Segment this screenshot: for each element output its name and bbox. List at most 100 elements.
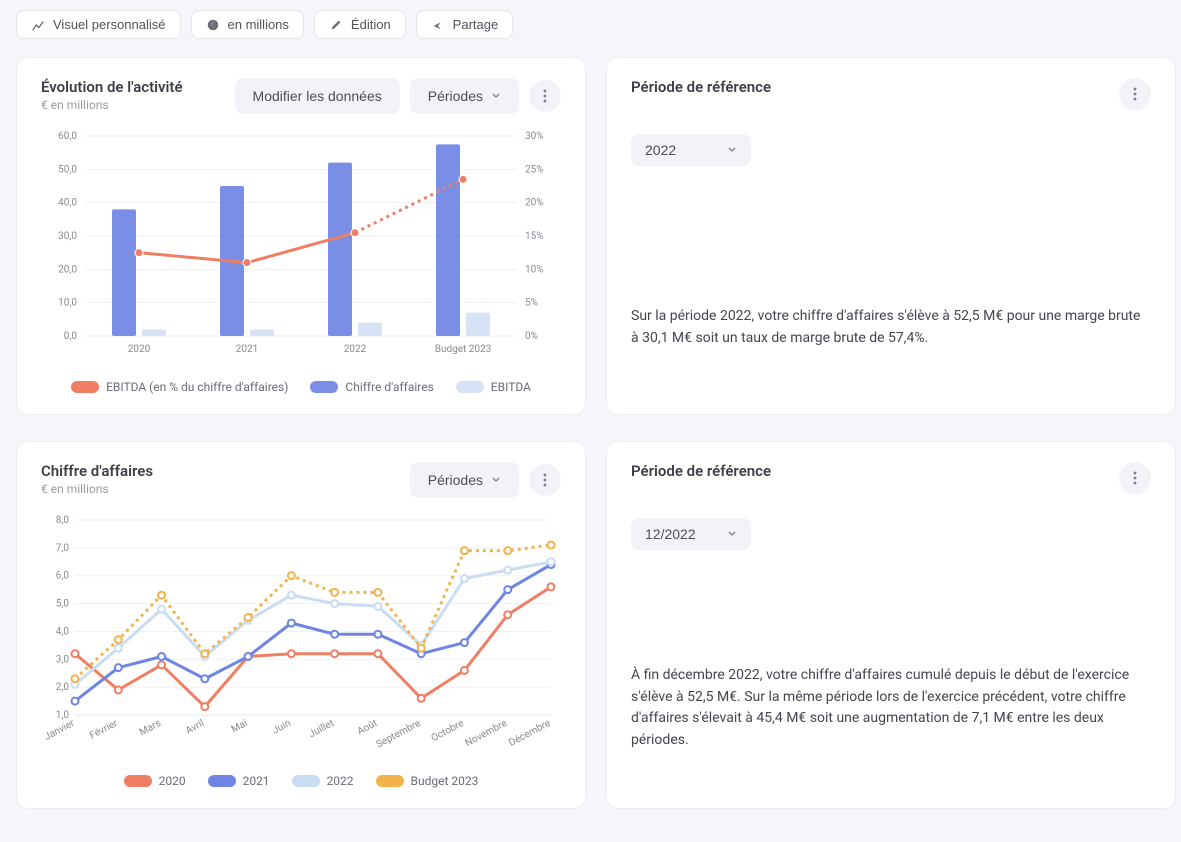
swatch-ebitda — [456, 381, 484, 393]
svg-text:Novembre: Novembre — [463, 718, 509, 749]
swatch-ca — [310, 381, 338, 393]
unit-button[interactable]: € en millions — [191, 10, 304, 39]
svg-text:Mai: Mai — [230, 718, 250, 736]
card3-subtitle: € en millions — [41, 482, 153, 496]
periods-button-2[interactable]: Périodes — [410, 462, 519, 498]
legend-l1: EBITDA (en % du chiffre d'affaires) — [106, 380, 288, 394]
chevron-down-icon — [491, 91, 501, 101]
periods-label-1: Périodes — [428, 88, 483, 104]
card2-period-select[interactable]: 2022 — [631, 134, 751, 166]
svg-text:2020: 2020 — [128, 344, 151, 355]
card3-menu-button[interactable] — [529, 464, 561, 496]
svg-text:3,0: 3,0 — [56, 654, 70, 665]
svg-text:30,0: 30,0 — [58, 231, 77, 242]
svg-text:Budget 2023: Budget 2023 — [435, 344, 492, 355]
dots-icon — [543, 89, 547, 103]
edit-button[interactable]: Édition — [314, 10, 406, 39]
legend-s1: 2020 — [159, 774, 186, 788]
legend-s4: Budget 2023 — [411, 774, 479, 788]
svg-text:Février: Février — [88, 718, 120, 742]
card1-menu-button[interactable] — [529, 80, 561, 112]
periods-label-2: Périodes — [428, 472, 483, 488]
share-label: Partage — [453, 17, 499, 32]
svg-text:5,0: 5,0 — [56, 599, 70, 610]
card4-title: Période de référence — [631, 462, 771, 480]
svg-text:4,0: 4,0 — [56, 626, 70, 637]
share-button[interactable]: Partage — [416, 10, 514, 39]
top-toolbar: Visuel personnalisé € en millions Éditio… — [16, 10, 1165, 39]
card4-select-value: 12/2022 — [645, 526, 696, 542]
activity-evolution-card: Évolution de l'activité € en millions Mo… — [16, 57, 586, 415]
unit-label: en millions — [228, 17, 289, 32]
swatch-2020 — [124, 775, 152, 787]
swatch-2021 — [208, 775, 236, 787]
legend-l2: Chiffre d'affaires — [345, 380, 433, 394]
svg-text:2,0: 2,0 — [56, 682, 70, 693]
legend-ebitda-pct: EBITDA (en % du chiffre d'affaires) — [71, 380, 288, 394]
card2-select-value: 2022 — [645, 142, 676, 158]
svg-text:7,0: 7,0 — [56, 543, 70, 554]
reference-period-card-2: Période de référence 12/2022 À fin décem… — [606, 441, 1176, 809]
custom-visual-button[interactable]: Visuel personnalisé — [16, 10, 181, 39]
legend-l3: EBITDA — [491, 380, 531, 394]
share-icon — [431, 18, 445, 32]
svg-text:Décembre: Décembre — [507, 718, 552, 749]
svg-text:5%: 5% — [525, 298, 538, 309]
chevron-down-icon — [727, 145, 737, 155]
svg-text:20,0: 20,0 — [58, 264, 77, 275]
card2-menu-button[interactable] — [1119, 78, 1151, 110]
svg-text:10%: 10% — [525, 264, 544, 275]
card2-body: Sur la période 2022, votre chiffre d'aff… — [631, 306, 1151, 349]
dots-icon — [1133, 87, 1137, 101]
card4-body: À fin décembre 2022, votre chiffre d'aff… — [631, 665, 1151, 752]
svg-text:20%: 20% — [525, 198, 544, 209]
legend-s2: 2021 — [243, 774, 270, 788]
legend-s3: 2022 — [327, 774, 354, 788]
reference-period-card-1: Période de référence 2022 Sur la période… — [606, 57, 1176, 415]
svg-text:25%: 25% — [525, 164, 544, 175]
custom-visual-label: Visuel personnalisé — [53, 17, 166, 32]
card3-title: Chiffre d'affaires — [41, 462, 153, 480]
euro-icon: € — [206, 18, 220, 32]
card4-period-select[interactable]: 12/2022 — [631, 518, 751, 550]
legend-budget: Budget 2023 — [376, 774, 479, 788]
dots-icon — [543, 473, 547, 487]
svg-text:Juin: Juin — [271, 718, 293, 737]
svg-text:15%: 15% — [525, 231, 544, 242]
svg-text:€: € — [210, 19, 215, 29]
revenue-card: Chiffre d'affaires € en millions Période… — [16, 441, 586, 809]
svg-text:40,0: 40,0 — [58, 198, 77, 209]
card1-chart: 0,010,020,030,040,050,060,00%5%10%15%20%… — [41, 126, 561, 370]
legend-2021: 2021 — [208, 774, 270, 788]
modify-data-button[interactable]: Modifier les données — [235, 78, 400, 114]
legend-2020: 2020 — [124, 774, 186, 788]
svg-text:Octobre: Octobre — [430, 718, 466, 744]
card1-subtitle: € en millions — [41, 98, 183, 112]
svg-text:Janvier: Janvier — [43, 718, 77, 743]
card3-legend: 2020 2021 2022 Budget 2023 — [41, 774, 561, 788]
svg-text:60,0: 60,0 — [58, 131, 77, 142]
legend-2022: 2022 — [292, 774, 354, 788]
card4-menu-button[interactable] — [1119, 462, 1151, 494]
svg-text:Avril: Avril — [184, 718, 206, 737]
swatch-2022 — [292, 775, 320, 787]
svg-text:2022: 2022 — [344, 344, 367, 355]
modify-data-label: Modifier les données — [253, 88, 382, 104]
card1-title: Évolution de l'activité — [41, 78, 183, 96]
svg-text:30%: 30% — [525, 131, 544, 142]
svg-text:10,0: 10,0 — [58, 298, 77, 309]
svg-text:2021: 2021 — [236, 344, 258, 355]
swatch-budget — [376, 775, 404, 787]
svg-text:8,0: 8,0 — [56, 515, 70, 526]
svg-text:6,0: 6,0 — [56, 571, 70, 582]
chevron-down-icon — [491, 475, 501, 485]
swatch-line — [71, 381, 99, 393]
edit-label: Édition — [351, 17, 391, 32]
legend-ebitda: EBITDA — [456, 380, 531, 394]
svg-text:Août: Août — [356, 718, 380, 738]
pencil-icon — [329, 18, 343, 32]
svg-text:0%: 0% — [525, 331, 538, 342]
card1-legend: EBITDA (en % du chiffre d'affaires) Chif… — [41, 380, 561, 394]
svg-text:Mars: Mars — [138, 718, 163, 738]
periods-button-1[interactable]: Périodes — [410, 78, 519, 114]
